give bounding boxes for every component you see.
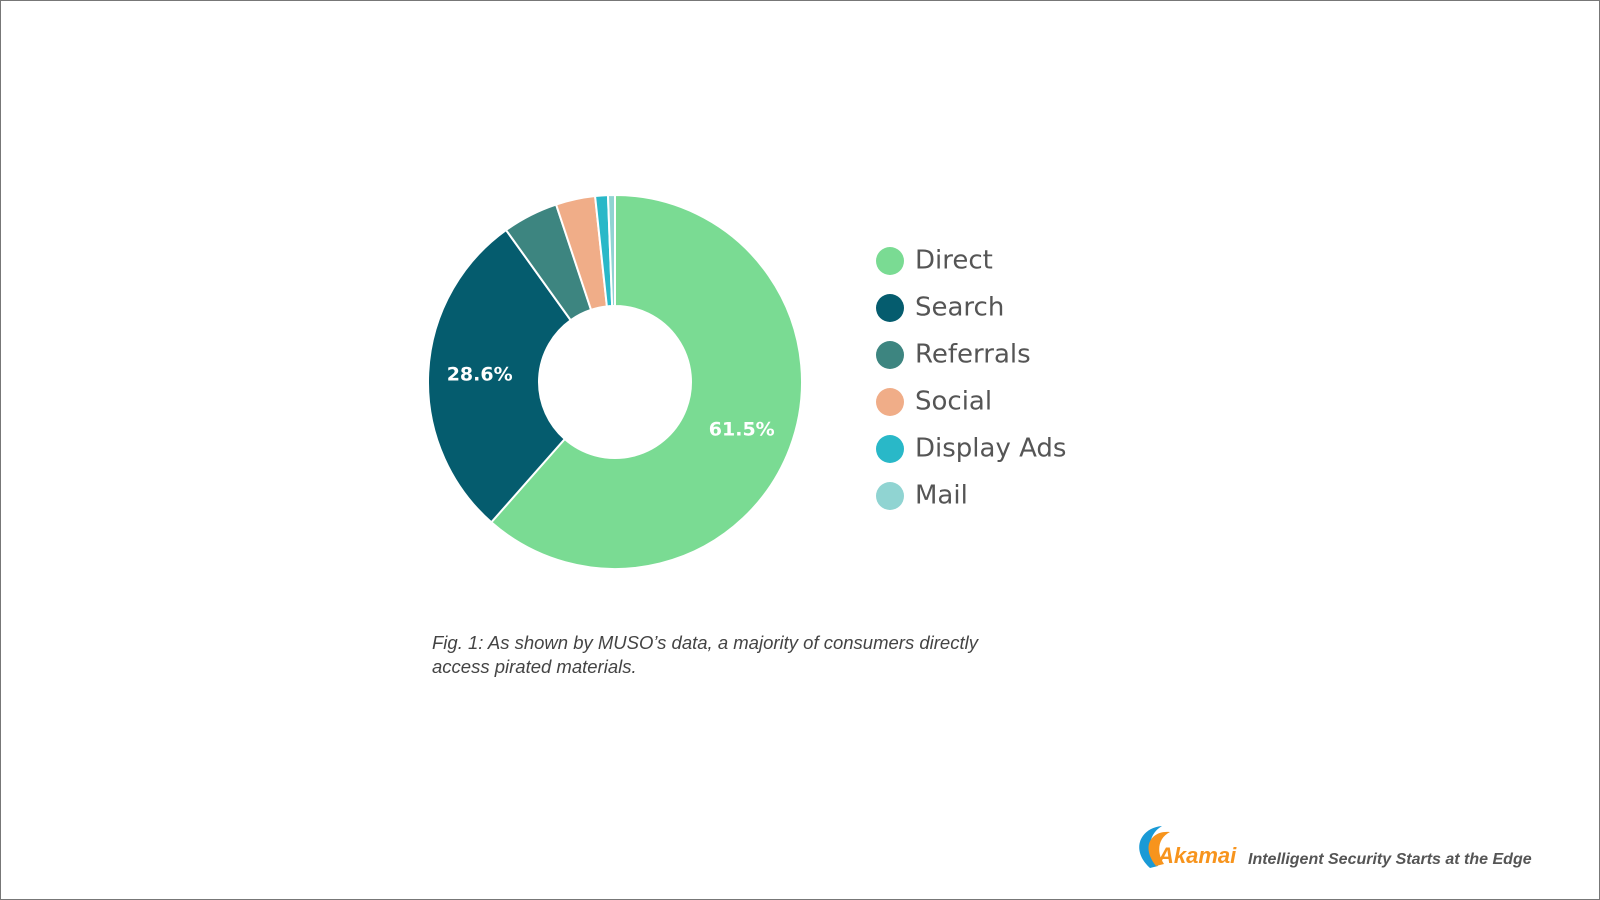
legend-swatch: [876, 482, 904, 510]
slice-label: 28.6%: [447, 364, 513, 386]
legend-swatch: [876, 341, 904, 369]
slice-label: 61.5%: [709, 418, 775, 440]
tagline: Intelligent Security Starts at the Edge: [1248, 851, 1532, 868]
slice: [427, 228, 573, 524]
legend-swatch: [876, 294, 904, 322]
legend-label: Social: [915, 387, 992, 417]
caption: Fig. 1: As shown by MUSO’s data, a major…: [432, 632, 978, 677]
legend-label: Search: [915, 293, 1004, 323]
slice: [489, 193, 803, 570]
logo-swoosh: [1148, 831, 1170, 866]
legend-swatch: [876, 435, 904, 463]
legend-label: Direct: [915, 246, 993, 276]
legend-swatch: [876, 247, 904, 275]
legend-label: Mail: [915, 481, 968, 511]
footer: Akamai Intelligent Security Starts at th…: [1139, 826, 1532, 868]
legend-label: Display Ads: [915, 434, 1066, 464]
legend-swatch: [876, 388, 904, 416]
logo-text: Akamai: [1157, 843, 1237, 868]
legend-label: Referrals: [915, 340, 1031, 370]
slice: [606, 193, 616, 308]
logo-swoosh: [1139, 826, 1162, 868]
